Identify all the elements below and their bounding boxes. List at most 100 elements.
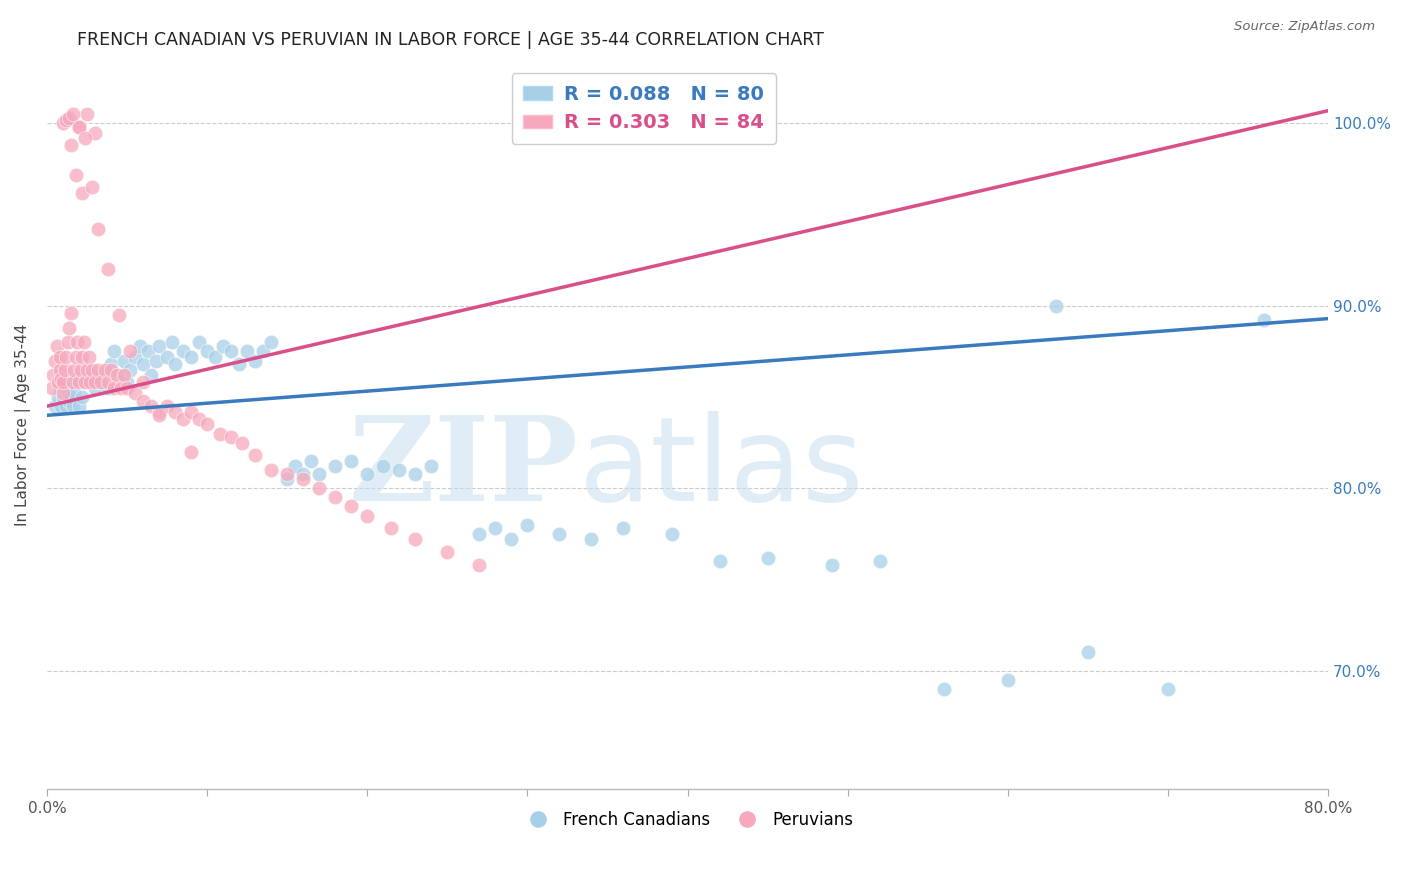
Point: [49, 362, 72, 376]
Point: [44, 353, 66, 368]
Point: [612, 521, 634, 535]
Point: [420, 459, 443, 474]
Point: [195, 344, 218, 359]
Point: [260, 463, 283, 477]
Point: [45, 339, 67, 353]
Point: [148, 339, 170, 353]
Point: [44, 399, 66, 413]
Point: [323, 459, 346, 474]
Point: [110, 381, 132, 395]
Point: [80, 180, 103, 194]
Point: [172, 344, 194, 359]
Point: [128, 339, 150, 353]
Point: [821, 558, 844, 572]
Point: [42, 368, 65, 383]
Point: [41, 381, 63, 395]
Point: [52, 116, 75, 130]
Point: [70, 390, 93, 404]
Point: [107, 368, 129, 383]
Point: [148, 404, 170, 418]
Point: [112, 368, 135, 383]
Point: [59, 390, 82, 404]
Point: [63, 362, 86, 376]
Point: [63, 386, 86, 401]
Point: [292, 467, 315, 481]
Text: atlas: atlas: [579, 410, 865, 525]
Point: [120, 362, 142, 376]
Point: [308, 467, 330, 481]
Point: [51, 399, 73, 413]
Point: [219, 344, 242, 359]
Point: [69, 362, 91, 376]
Point: [661, 526, 683, 541]
Point: [932, 681, 955, 696]
Point: [49, 381, 72, 395]
Point: [56, 335, 79, 350]
Point: [115, 376, 138, 390]
Point: [380, 521, 402, 535]
Point: [219, 430, 242, 444]
Point: [51, 372, 73, 386]
Point: [87, 222, 110, 236]
Point: [65, 350, 87, 364]
Point: [108, 368, 131, 383]
Point: [93, 362, 115, 376]
Point: [58, 111, 80, 125]
Point: [124, 386, 146, 401]
Point: [97, 262, 120, 277]
Point: [284, 459, 307, 474]
Point: [97, 376, 120, 390]
Point: [70, 186, 93, 200]
Point: [516, 517, 538, 532]
Point: [53, 362, 76, 376]
Point: [76, 376, 98, 390]
Point: [208, 426, 231, 441]
Point: [356, 467, 378, 481]
Point: [52, 386, 75, 401]
Point: [67, 399, 90, 413]
Point: [139, 399, 162, 413]
Point: [709, 554, 731, 568]
Point: [80, 368, 103, 383]
Point: [292, 472, 315, 486]
Point: [66, 335, 89, 350]
Point: [997, 673, 1019, 687]
Point: [79, 376, 101, 390]
Point: [55, 112, 77, 127]
Point: [180, 444, 202, 458]
Point: [188, 412, 211, 426]
Point: [252, 344, 274, 359]
Point: [236, 344, 259, 359]
Point: [100, 357, 122, 371]
Point: [87, 362, 110, 376]
Point: [228, 357, 250, 371]
Point: [1077, 645, 1099, 659]
Point: [58, 393, 80, 408]
Point: [468, 558, 491, 572]
Point: [77, 350, 100, 364]
Point: [87, 376, 110, 390]
Point: [373, 459, 395, 474]
Point: [156, 399, 179, 413]
Point: [136, 344, 159, 359]
Point: [436, 545, 458, 559]
Point: [124, 350, 146, 364]
Point: [115, 381, 138, 395]
Point: [756, 550, 779, 565]
Point: [212, 339, 235, 353]
Point: [869, 554, 891, 568]
Point: [195, 417, 218, 432]
Point: [58, 320, 80, 334]
Point: [340, 454, 363, 468]
Point: [204, 350, 226, 364]
Point: [132, 393, 155, 408]
Point: [356, 508, 378, 523]
Point: [76, 362, 98, 376]
Point: [46, 390, 69, 404]
Point: [276, 472, 298, 486]
Point: [388, 463, 411, 477]
Point: [52, 376, 75, 390]
Point: [404, 467, 426, 481]
Text: ZIP: ZIP: [349, 410, 579, 525]
Point: [308, 481, 330, 495]
